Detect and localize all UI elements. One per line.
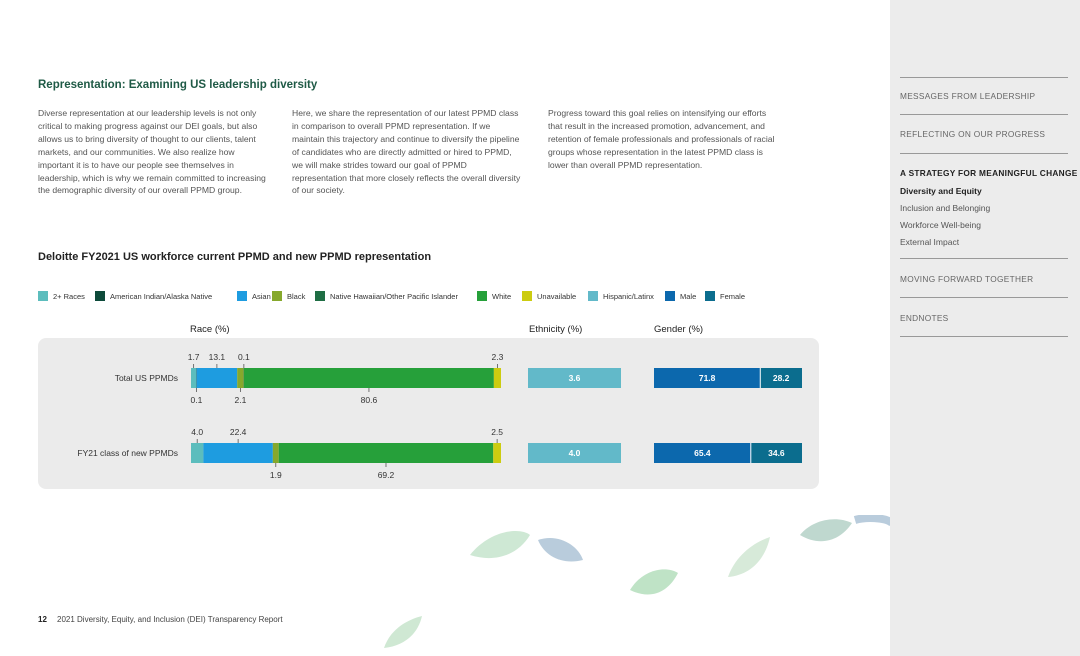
- gender-bar-segment: [654, 443, 751, 463]
- race-panel-label: Race (%): [190, 324, 230, 335]
- page-number: 12: [38, 615, 47, 624]
- legend-label: Unavailable: [537, 291, 577, 301]
- gender-value-label: 65.4: [694, 448, 711, 458]
- nav-divider: [900, 258, 1068, 259]
- legend-label: Hispanic/Latinx: [603, 291, 654, 301]
- gender-value-label: 71.8: [699, 373, 716, 383]
- paragraph-3: Progress toward this goal relies on inte…: [548, 108, 775, 170]
- race-bar-segment: [493, 368, 501, 388]
- report-page: Representation: Examining US leadership …: [38, 79, 890, 648]
- legend-label: Female: [720, 291, 746, 301]
- nav-item-reflecting-on-progress[interactable]: REFLECTING ON OUR PROGRESS: [900, 129, 1046, 139]
- legend-item: American Indian/Alaska Native: [95, 290, 212, 302]
- race-bar-segment: [272, 443, 279, 463]
- nav-subitem-diversity-and-equity[interactable]: Diversity and Equity: [900, 186, 982, 196]
- nav-item-messages-from-leadership[interactable]: MESSAGES FROM LEADERSHIP: [900, 91, 1036, 101]
- legend-item: Native Hawaiian/Other Pacific Islander: [315, 290, 458, 302]
- legend-label: Asian: [252, 291, 271, 301]
- race-bar-segment: [191, 368, 197, 388]
- nav-item-moving-forward-together[interactable]: MOVING FORWARD TOGETHER: [900, 274, 1034, 284]
- race-value-label: 22.4: [230, 427, 247, 437]
- legend-label: Black: [287, 291, 306, 301]
- footer-title: 2021 Diversity, Equity, and Inclusion (D…: [57, 615, 283, 624]
- legend-item: Female: [705, 290, 745, 302]
- nav-divider: [900, 153, 1068, 154]
- legend-item: 2+ Races: [38, 290, 85, 302]
- gender-value-label: 34.6: [768, 448, 785, 458]
- nav-item-endnotes[interactable]: ENDNOTES: [900, 313, 949, 323]
- chart-title: Deloitte FY2021 US workforce current PPM…: [38, 251, 432, 263]
- nav-item-strategy-for-change[interactable]: A STRATEGY FOR MEANINGFUL CHANGE: [900, 168, 1078, 178]
- race-bar-segment: [493, 443, 501, 463]
- gender-value-label: 28.2: [773, 373, 790, 383]
- legend-label: American Indian/Alaska Native: [110, 291, 213, 301]
- gender-panel-label: Gender (%): [654, 324, 703, 335]
- race-value-label: 2.1: [235, 395, 247, 405]
- legend-swatch: [522, 291, 532, 301]
- legend-swatch: [665, 291, 675, 301]
- nav-divider: [900, 297, 1068, 298]
- race-value-label: 13.1: [209, 352, 226, 362]
- race-value-label: 1.9: [270, 470, 282, 480]
- race-value-label: 1.7: [188, 352, 200, 362]
- leaf-small-icon: [384, 616, 422, 648]
- leaf-decoration-icon: [470, 515, 890, 595]
- ethnicity-bar: [528, 368, 621, 388]
- ethnicity-value-label: 3.6: [569, 373, 581, 383]
- race-value-label: 69.2: [378, 470, 395, 480]
- gender-bar-segment: [750, 443, 802, 463]
- legend-label: White: [492, 291, 512, 301]
- nav-subitem-workforce-well-being[interactable]: Workforce Well-being: [900, 220, 981, 230]
- legend-label: 2+ Races: [53, 291, 85, 301]
- race-bar-segment: [196, 368, 238, 388]
- legend-swatch: [477, 291, 487, 301]
- section-title: Representation: Examining US leadership …: [38, 79, 318, 91]
- race-bar-segment: [237, 368, 244, 388]
- chart-background: [38, 338, 819, 489]
- race-bar-segment: [278, 443, 494, 463]
- race-value-label: 2.5: [491, 427, 503, 437]
- race-bar-segment: [244, 368, 494, 388]
- race-bar-segment: [196, 368, 197, 388]
- legend-swatch: [272, 291, 282, 301]
- race-value-label: 0.1: [238, 352, 250, 362]
- legend-swatch: [588, 291, 598, 301]
- legend-swatch: [237, 291, 247, 301]
- race-bar-segment: [191, 443, 204, 463]
- race-bar-segment: [243, 368, 245, 388]
- legend-item: Male: [665, 290, 696, 302]
- ethnicity-value-label: 4.0: [569, 448, 581, 458]
- race-value-label: 4.0: [191, 427, 203, 437]
- legend-item: Hispanic/Latinx: [588, 290, 654, 302]
- race-value-label: 0.1: [191, 395, 203, 405]
- legend-item: White: [477, 290, 511, 302]
- legend-swatch: [315, 291, 325, 301]
- paragraph-2: Here, we share the representation of our…: [292, 108, 521, 196]
- legend-item: Black: [272, 290, 305, 302]
- race-value-label: 80.6: [361, 395, 378, 405]
- ethnicity-bar: [528, 443, 621, 463]
- nav-subitem-external-impact[interactable]: External Impact: [900, 237, 960, 247]
- race-bar-segment: [203, 443, 273, 463]
- legend-item: Unavailable: [522, 290, 576, 302]
- nav-subitem-inclusion-and-belonging[interactable]: Inclusion and Belonging: [900, 203, 991, 213]
- nav-divider: [900, 77, 1068, 78]
- gender-bar-segment: [654, 368, 761, 388]
- legend-label: Native Hawaiian/Other Pacific Islander: [330, 291, 458, 301]
- nav-divider: [900, 114, 1068, 115]
- legend-item: Asian: [237, 290, 271, 302]
- stacked-bar-chart: Race (%) Ethnicity (%) Gender (%) Total US …: [38, 324, 819, 489]
- nav-divider: [900, 336, 1068, 337]
- gender-bar-segment: [760, 368, 802, 388]
- sidebar-nav: MESSAGES FROM LEADERSHIP REFLECTING ON O…: [890, 0, 1080, 656]
- legend-swatch: [95, 291, 105, 301]
- row-label: FY21 class of new PPMDs: [77, 448, 178, 458]
- legend-swatch: [38, 291, 48, 301]
- legend-swatch: [705, 291, 715, 301]
- race-value-label: 2.3: [492, 352, 504, 362]
- row-label: Total US PPMDs: [115, 373, 178, 383]
- ethnicity-panel-label: Ethnicity (%): [529, 324, 582, 335]
- paragraph-1: Diverse representation at our leadership…: [38, 108, 266, 196]
- legend-label: Male: [680, 291, 697, 301]
